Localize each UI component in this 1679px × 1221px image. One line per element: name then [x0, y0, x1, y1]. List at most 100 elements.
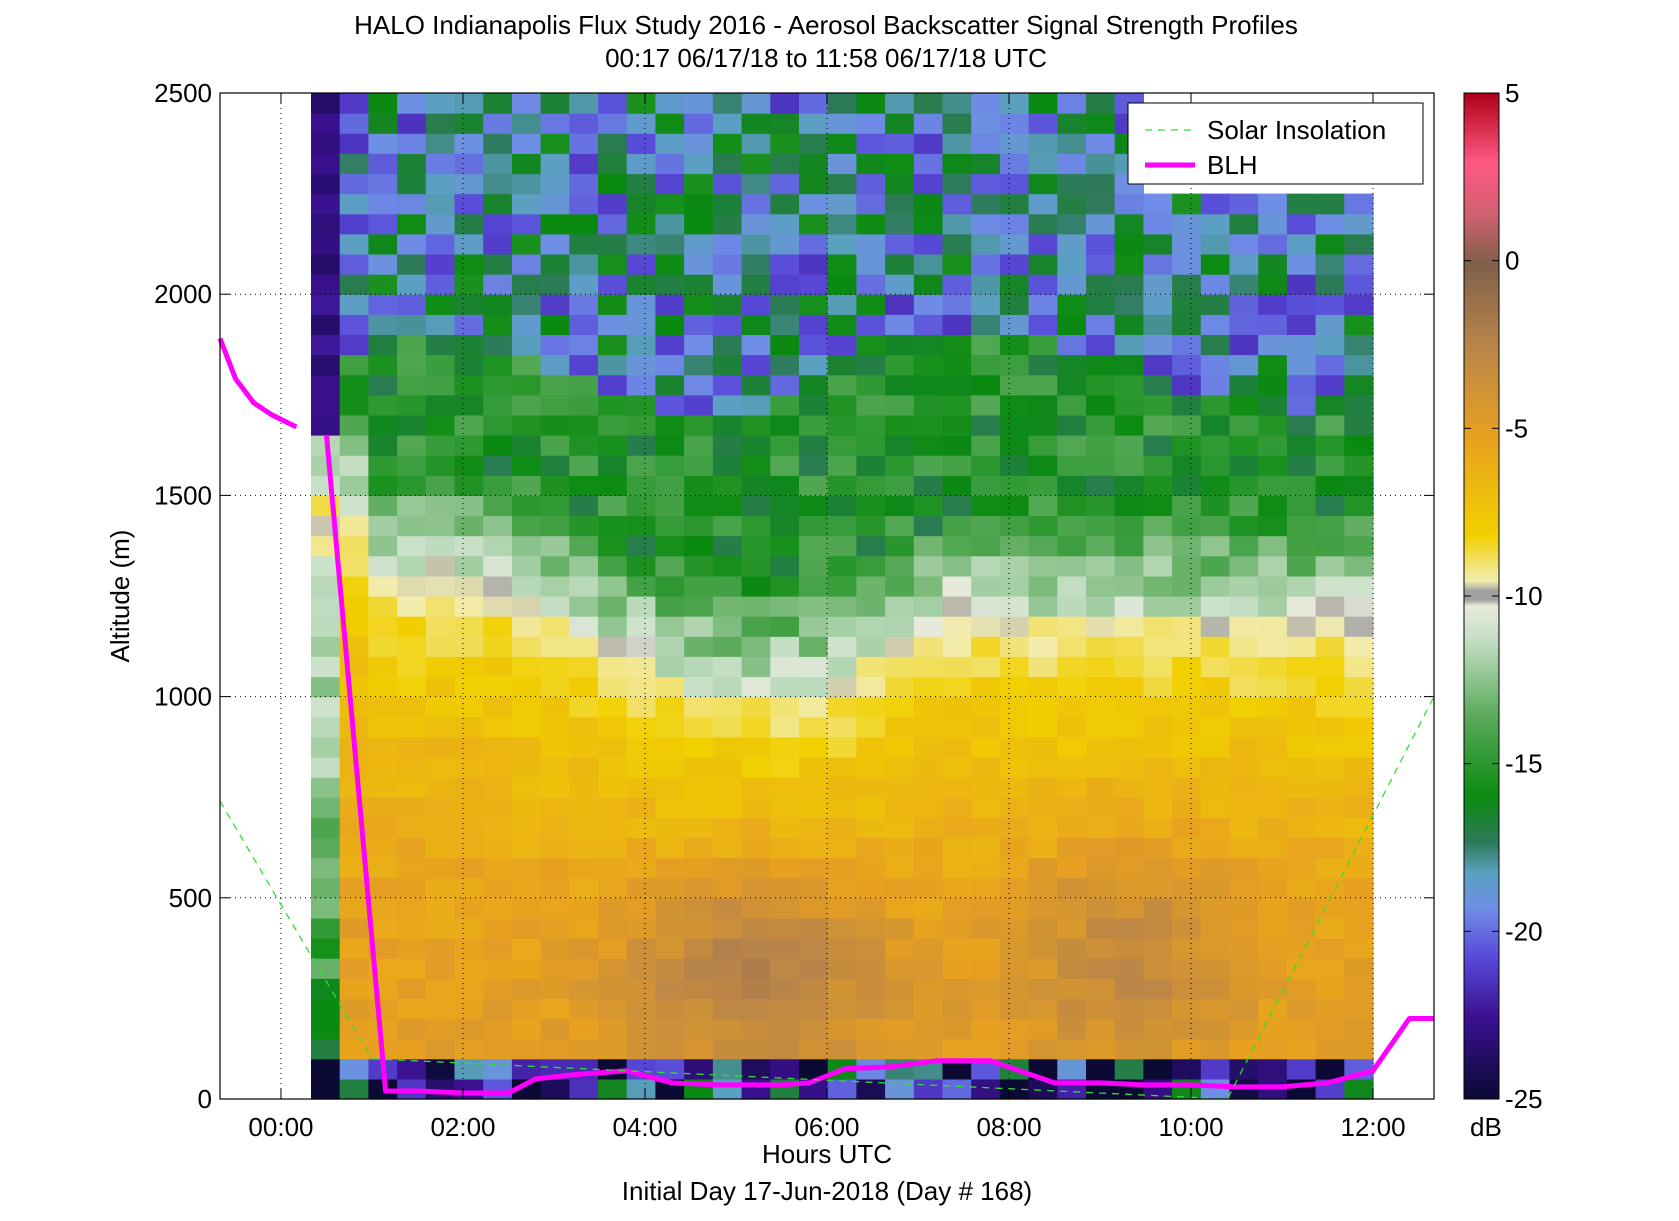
- heatmap-cell: [1344, 394, 1374, 416]
- heatmap-cell: [799, 354, 829, 376]
- heatmap-cell: [454, 998, 484, 1020]
- heatmap-cell: [770, 254, 800, 275]
- heatmap-cell: [1114, 274, 1144, 295]
- heatmap-cell: [684, 978, 714, 999]
- heatmap-cell: [368, 555, 398, 577]
- heatmap-cell: [1258, 777, 1288, 798]
- heatmap-cell: [1086, 877, 1116, 899]
- heatmap-cell: [971, 938, 1001, 959]
- heatmap-cell: [1086, 596, 1116, 617]
- heatmap-cell: [425, 173, 456, 195]
- heatmap-cell: [799, 233, 829, 255]
- heatmap-cell: [741, 676, 771, 698]
- heatmap-cell: [712, 877, 743, 899]
- heatmap-cell: [971, 334, 1001, 356]
- heatmap-cell: [1143, 535, 1173, 557]
- heatmap-cell: [856, 314, 886, 335]
- heatmap-cell: [999, 575, 1030, 597]
- heatmap-cell: [1200, 958, 1231, 979]
- heatmap-cell: [1114, 213, 1144, 235]
- heatmap-cell: [511, 254, 542, 275]
- heatmap-cell: [1344, 857, 1374, 879]
- heatmap-cell: [684, 113, 714, 134]
- heatmap-cell: [712, 294, 743, 315]
- heatmap-cell: [999, 93, 1030, 114]
- heatmap-cell: [684, 555, 714, 577]
- heatmap-cell: [712, 837, 743, 859]
- heatmap-cell: [770, 736, 800, 758]
- heatmap-cell: [999, 938, 1030, 959]
- heatmap-cell: [1344, 897, 1374, 919]
- heatmap-cell: [1315, 213, 1345, 235]
- heatmap-cell: [483, 998, 513, 1020]
- heatmap-cell: [770, 354, 800, 376]
- heatmap-cell: [540, 797, 570, 818]
- heatmap-cell: [1286, 636, 1317, 657]
- heatmap-cell: [1028, 555, 1058, 577]
- heatmap-cell: [1172, 1038, 1202, 1060]
- heatmap-cell: [483, 857, 513, 879]
- heatmap-cell: [712, 857, 743, 879]
- heatmap-cell: [1143, 676, 1173, 698]
- heatmap-cell: [540, 213, 570, 235]
- heatmap-cell: [1258, 676, 1288, 698]
- heatmap-cell: [999, 153, 1030, 175]
- heatmap-cell: [569, 696, 599, 718]
- heatmap-cell: [311, 93, 341, 114]
- heatmap-cell: [684, 817, 714, 838]
- heatmap-cell: [684, 877, 714, 899]
- heatmap-cell: [741, 1018, 771, 1040]
- heatmap-cell: [339, 555, 369, 577]
- heatmap-cell: [999, 535, 1030, 557]
- heatmap-cell: [999, 877, 1030, 899]
- heatmap-cell: [999, 394, 1030, 416]
- heatmap-cell: [1200, 817, 1231, 838]
- heatmap-cell: [1172, 233, 1202, 255]
- heatmap-cell: [684, 797, 714, 818]
- heatmap-cell: [569, 374, 599, 396]
- heatmap-cell: [483, 535, 513, 557]
- heatmap-cell: [540, 133, 570, 154]
- heatmap-cell: [999, 797, 1030, 818]
- heatmap-cell: [1172, 374, 1202, 396]
- heatmap-cell: [626, 475, 656, 496]
- heatmap-cell: [999, 817, 1030, 838]
- heatmap-cell: [339, 414, 369, 436]
- heatmap-cell: [368, 857, 398, 879]
- heatmap-cell: [511, 274, 542, 295]
- heatmap-cell: [1028, 153, 1058, 175]
- heatmap-cell: [913, 455, 944, 476]
- heatmap-cell: [999, 656, 1030, 678]
- colorbar-tick-label: -10: [1505, 581, 1543, 611]
- legend-box: [1127, 102, 1424, 185]
- heatmap-cell: [1229, 1038, 1259, 1060]
- heatmap-cell: [626, 173, 656, 195]
- heatmap-cell: [684, 153, 714, 175]
- heatmap-cell: [827, 958, 857, 979]
- heatmap-cell: [1028, 736, 1058, 758]
- heatmap-cell: [856, 535, 886, 557]
- heatmap-cell: [339, 1058, 369, 1080]
- heatmap-cell: [598, 978, 628, 999]
- heatmap-cell: [1200, 193, 1231, 215]
- heatmap-cell: [483, 294, 513, 315]
- heatmap-cell: [311, 193, 341, 215]
- heatmap-cell: [1200, 374, 1231, 396]
- heatmap-cell: [1229, 1018, 1259, 1040]
- heatmap-cell: [1229, 877, 1259, 899]
- heatmap-cell: [454, 475, 484, 496]
- heatmap-cell: [511, 938, 542, 959]
- heatmap-cell: [1172, 535, 1202, 557]
- heatmap-cell: [1172, 877, 1202, 899]
- heatmap-cell: [712, 254, 743, 275]
- heatmap-cell: [425, 897, 456, 919]
- heatmap-cell: [311, 736, 341, 758]
- y-tick-label: 2500: [154, 78, 212, 108]
- heatmap-cell: [1057, 777, 1087, 798]
- heatmap-cell: [1028, 676, 1058, 698]
- heatmap-cell: [1200, 515, 1231, 537]
- heatmap-cell: [569, 777, 599, 798]
- heatmap-cell: [856, 173, 886, 195]
- heatmap-cell: [598, 575, 628, 597]
- heatmap-cell: [1028, 334, 1058, 356]
